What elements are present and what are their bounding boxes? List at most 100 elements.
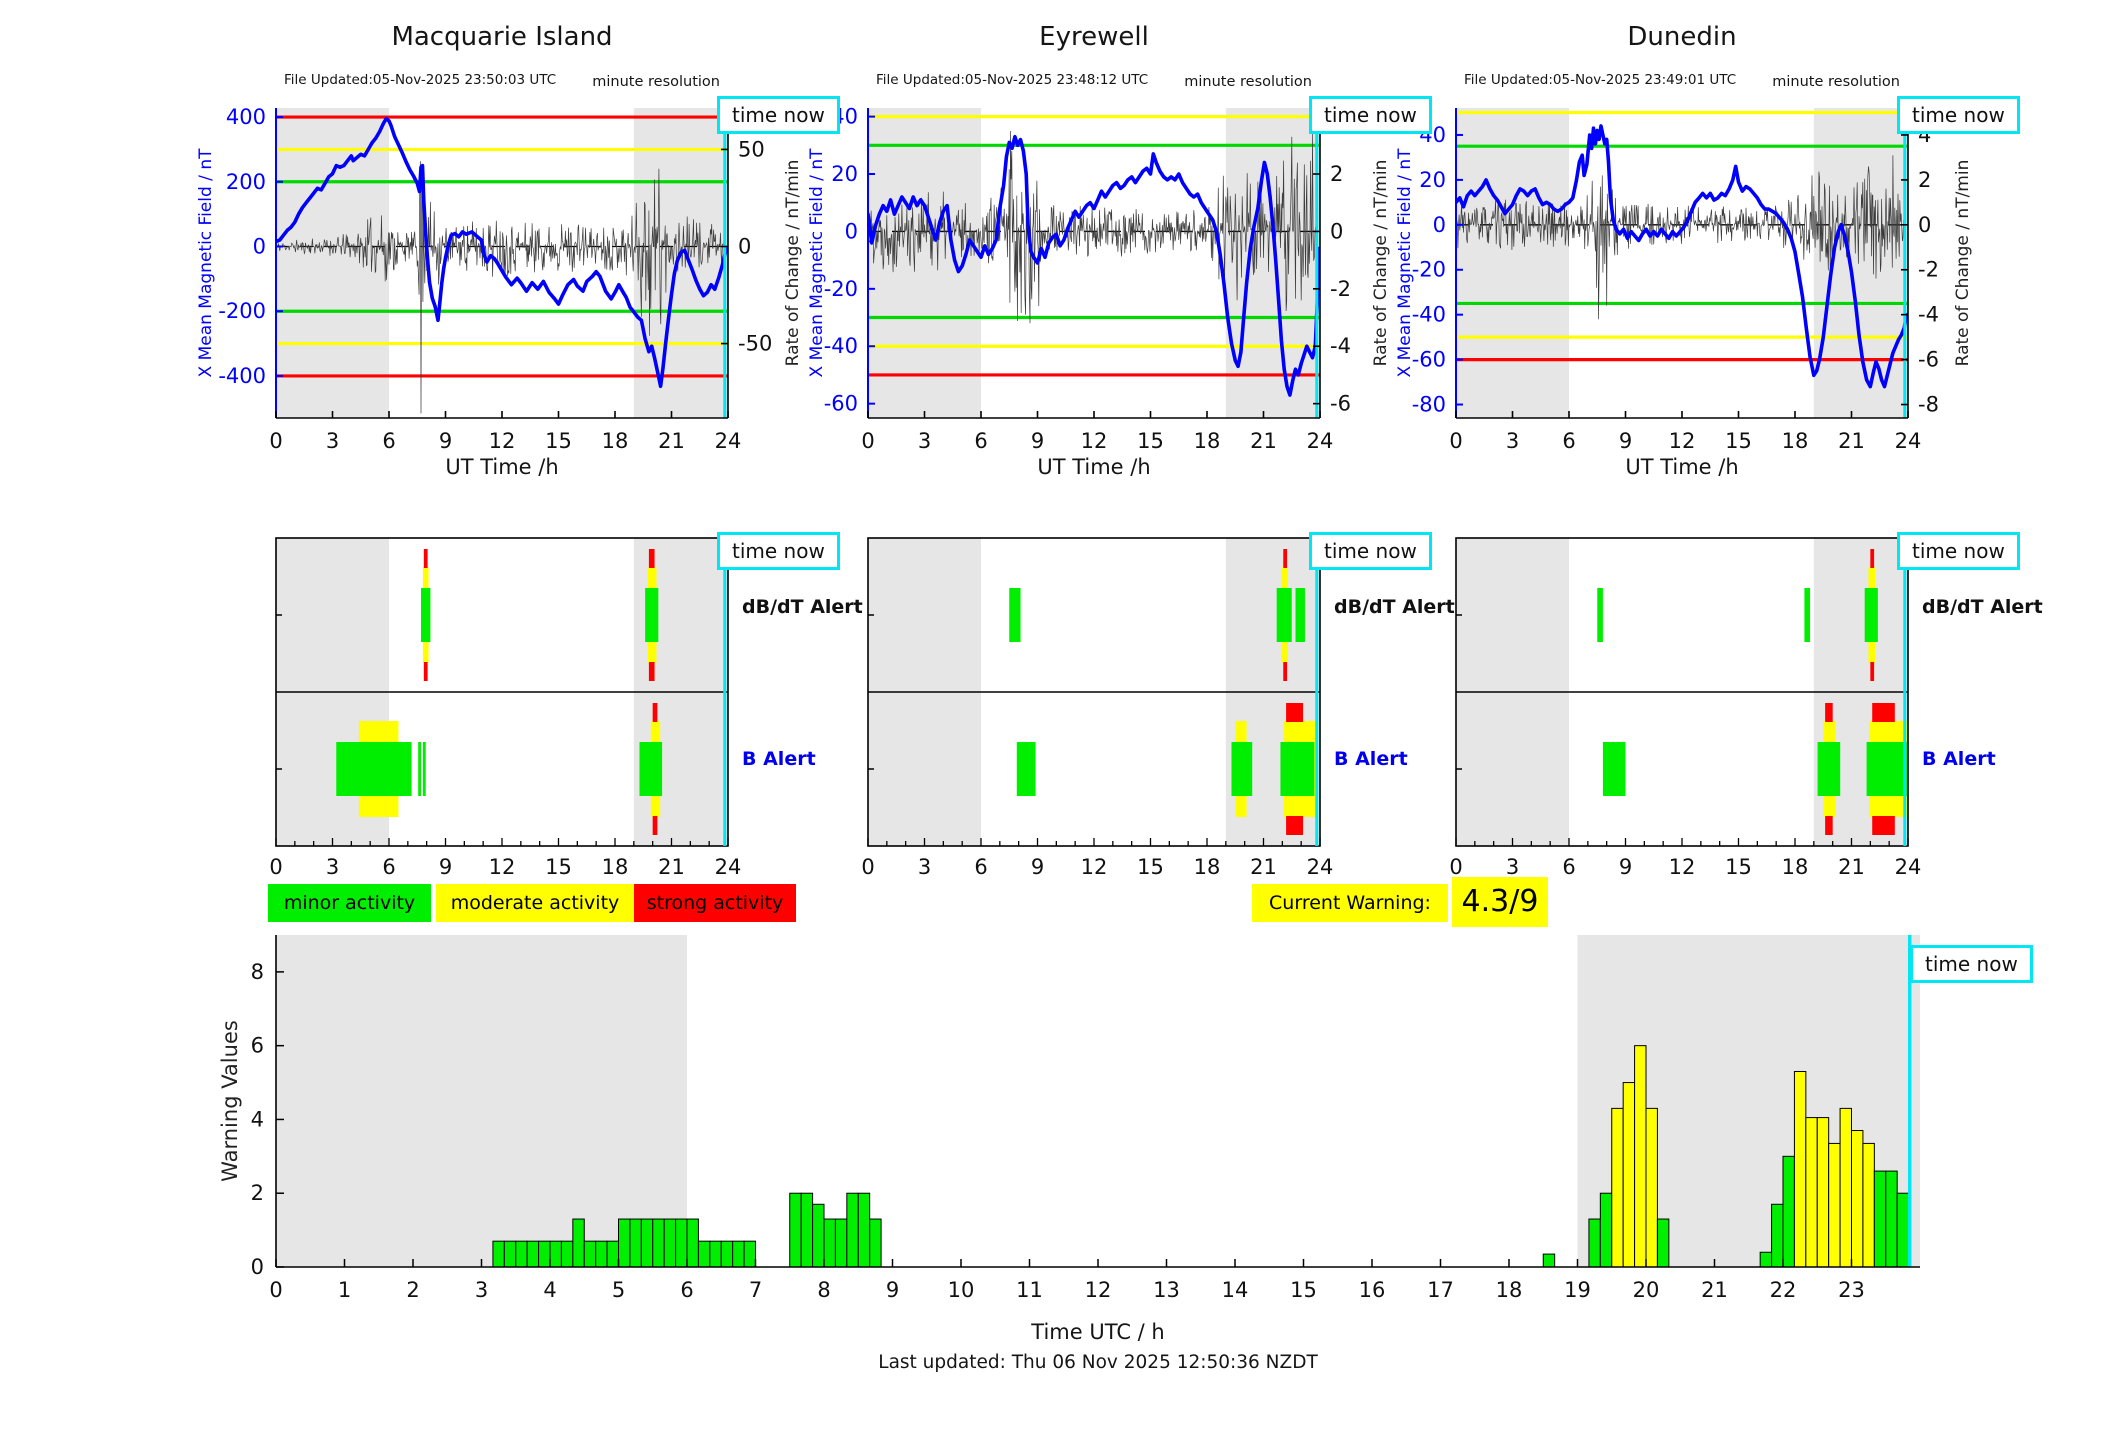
x-axis-tick-label: 17 bbox=[1427, 1278, 1454, 1302]
warning-bar-minor bbox=[618, 1218, 631, 1268]
x-axis-tick-label: 3 bbox=[918, 429, 931, 453]
x-axis-tick-label: 18 bbox=[602, 429, 629, 453]
alert-marker-minor bbox=[1804, 588, 1811, 642]
right-axis-label: Rate of Change / nT/min bbox=[1371, 159, 1391, 367]
warning-bar-minor bbox=[560, 1240, 574, 1268]
right-axis-tick-label: 2 bbox=[1330, 162, 1343, 186]
x-axis-tick-label: 7 bbox=[749, 1278, 762, 1302]
warning-bar-minor bbox=[1588, 1218, 1601, 1268]
time-now-badge: time now bbox=[1910, 945, 2033, 983]
x-axis-tick-label: 0 bbox=[269, 429, 282, 453]
x-axis-tick-label: 21 bbox=[1250, 855, 1277, 879]
warning-bar-minor bbox=[709, 1240, 722, 1268]
x-axis-tick-label: 24 bbox=[1307, 855, 1334, 879]
warning-bar-minor bbox=[732, 1240, 745, 1268]
x-axis-tick-label: 16 bbox=[1359, 1278, 1386, 1302]
x-axis-tick-label: 15 bbox=[545, 429, 572, 453]
warning-bar-moderate bbox=[1793, 1070, 1807, 1268]
x-axis-tick-label: 9 bbox=[439, 429, 452, 453]
x-axis-tick-label: 21 bbox=[1838, 855, 1865, 879]
x-axis-tick-label: 18 bbox=[1782, 855, 1809, 879]
dbdt-alert-label: dB/dT Alert bbox=[1334, 596, 1455, 618]
mean-field-chart-macquarie: 400 200 0 -200 -400 50 0 -50 0 3 6 9 12 15 18 21 24 bbox=[218, 105, 772, 453]
warning-bar-minor bbox=[572, 1218, 585, 1268]
alert-marker-minor bbox=[1295, 588, 1305, 642]
warning-bar-minor bbox=[606, 1240, 620, 1268]
alert-marker-strong bbox=[648, 662, 655, 681]
y-axis-tick-label: -400 bbox=[218, 364, 266, 388]
alert-marker-minor bbox=[1280, 742, 1315, 796]
warning-bar-moderate bbox=[1839, 1107, 1853, 1268]
alert-marker-strong bbox=[1870, 549, 1875, 568]
warning-bar-minor bbox=[857, 1192, 871, 1268]
right-axis-tick-label: -6 bbox=[1918, 348, 1939, 372]
x-axis-tick-label: 3 bbox=[326, 429, 339, 453]
last-updated-text: Last updated: Thu 06 Nov 2025 12:50:36 N… bbox=[878, 1352, 1318, 1373]
x-axis-tick-label: 12 bbox=[489, 429, 516, 453]
b-alert-label: B Alert bbox=[1334, 748, 1408, 770]
current-warning-value: 4.3/9 bbox=[1452, 877, 1548, 927]
warning-bar-moderate bbox=[1851, 1130, 1864, 1268]
warning-bar-minor bbox=[1782, 1155, 1795, 1268]
right-axis-tick-label: -50 bbox=[738, 332, 772, 356]
warning-bar-moderate bbox=[1611, 1107, 1624, 1268]
warning-bar-moderate bbox=[1645, 1107, 1658, 1268]
station-title-dunedin: Dunedin bbox=[1627, 22, 1737, 52]
x-axis-tick-label: 0 bbox=[269, 1278, 282, 1302]
x-axis-tick-label: 18 bbox=[1496, 1278, 1523, 1302]
alert-marker-strong bbox=[1872, 816, 1895, 835]
rate-of-change-series bbox=[276, 161, 725, 414]
x-axis-tick-label: 3 bbox=[475, 1278, 488, 1302]
alert-marker-minor bbox=[1597, 588, 1603, 642]
warning-bar-minor bbox=[743, 1240, 757, 1268]
x-axis-tick-label: 6 bbox=[680, 1278, 693, 1302]
warning-bar-minor bbox=[1599, 1192, 1613, 1268]
x-axis-tick-label: 15 bbox=[1725, 429, 1752, 453]
x-axis-tick-label: 0 bbox=[861, 855, 874, 879]
warning-bar-minor bbox=[686, 1218, 699, 1268]
y-axis-tick-label: 0 bbox=[1433, 213, 1446, 237]
dbdt-alert-label: dB/dT Alert bbox=[1922, 596, 2043, 618]
x-axis-tick-label: 18 bbox=[602, 855, 629, 879]
warning-bar-minor bbox=[538, 1240, 551, 1268]
right-axis-label: Rate of Change / nT/min bbox=[783, 159, 803, 367]
x-axis-tick-label: 6 bbox=[382, 855, 395, 879]
x-axis-tick-label: 0 bbox=[1449, 429, 1462, 453]
alert-marker-minor bbox=[1016, 742, 1036, 796]
x-axis-tick-label: 20 bbox=[1633, 1278, 1660, 1302]
warning-bar-minor bbox=[549, 1240, 562, 1268]
night-shade-region bbox=[276, 935, 687, 1267]
x-axis-tick-label: 14 bbox=[1222, 1278, 1249, 1302]
x-axis-tick-label: 21 bbox=[658, 429, 685, 453]
y-axis-tick-label: 400 bbox=[226, 105, 266, 129]
night-shade-region bbox=[1456, 108, 1569, 418]
y-axis-tick-label: -80 bbox=[1412, 393, 1446, 417]
x-axis-tick-label: 18 bbox=[1194, 855, 1221, 879]
file-updated-text: File Updated:05-Nov-2025 23:48:12 UTC bbox=[876, 72, 1149, 88]
right-axis-tick-label: -2 bbox=[1918, 258, 1939, 282]
warning-bar-minor bbox=[869, 1218, 882, 1268]
right-axis-tick-label: -6 bbox=[1330, 392, 1351, 416]
x-axis-tick-label: 9 bbox=[1031, 429, 1044, 453]
right-axis-tick-label: -4 bbox=[1330, 334, 1351, 358]
x-axis-tick-label: 4 bbox=[543, 1278, 556, 1302]
warning-bar-minor bbox=[823, 1218, 836, 1268]
ut-time-label: UT Time /h bbox=[1037, 455, 1151, 479]
x-axis-tick-label: 24 bbox=[715, 429, 742, 453]
x-axis-tick-label: 9 bbox=[1031, 855, 1044, 879]
right-axis-tick-label: -4 bbox=[1918, 303, 1939, 327]
alert-marker-strong bbox=[1283, 662, 1288, 681]
y-axis-tick-label: 20 bbox=[1419, 168, 1446, 192]
x-axis-tick-label: 6 bbox=[1562, 429, 1575, 453]
warning-bar-minor bbox=[1885, 1170, 1898, 1268]
warning-bar-minor bbox=[595, 1240, 608, 1268]
time-now-badge: time now bbox=[1897, 532, 2020, 570]
warning-bar-moderate bbox=[1828, 1142, 1841, 1268]
y-axis-tick-label: 6 bbox=[251, 1034, 264, 1058]
alert-marker-minor bbox=[1602, 742, 1626, 796]
alert-marker-strong bbox=[652, 703, 658, 722]
right-axis-label: Rate of Change / nT/min bbox=[1953, 159, 1973, 367]
x-axis-tick-label: 0 bbox=[269, 855, 282, 879]
